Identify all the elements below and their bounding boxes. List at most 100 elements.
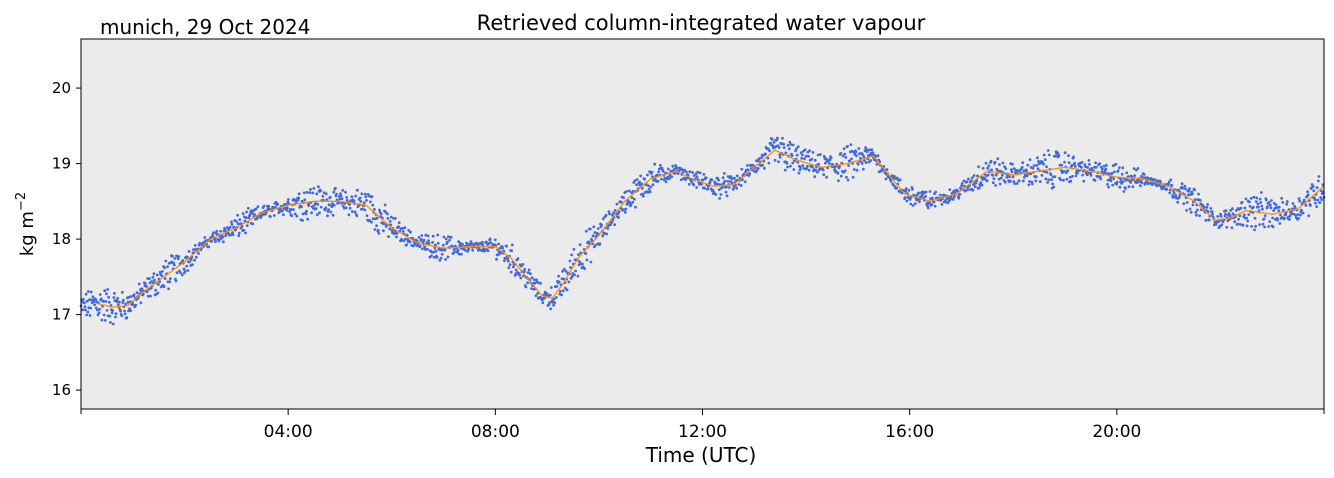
scatter-point bbox=[1259, 191, 1263, 194]
scatter-point bbox=[250, 212, 254, 215]
scatter-point bbox=[423, 245, 427, 249]
scatter-point bbox=[811, 151, 815, 154]
scatter-point bbox=[993, 160, 997, 164]
scatter-point bbox=[1202, 206, 1206, 210]
scatter-point bbox=[1242, 213, 1246, 217]
scatter-point bbox=[564, 269, 568, 273]
scatter-point bbox=[594, 244, 597, 247]
scatter-point bbox=[924, 190, 928, 194]
scatter-point bbox=[1314, 201, 1317, 205]
scatter-point bbox=[246, 206, 250, 210]
scatter-point bbox=[565, 288, 569, 292]
scatter-point bbox=[112, 296, 116, 299]
scatter-point bbox=[635, 183, 638, 187]
scatter-point bbox=[179, 271, 182, 274]
scatter-point bbox=[1098, 175, 1102, 178]
scatter-point bbox=[656, 179, 660, 183]
scatter-point bbox=[909, 202, 913, 206]
scatter-point bbox=[591, 234, 595, 238]
scatter-point bbox=[716, 182, 720, 186]
scatter-point bbox=[648, 170, 651, 174]
y-axis-label: kg m−2 bbox=[14, 192, 38, 256]
scatter-point bbox=[691, 171, 694, 174]
scatter-point bbox=[86, 290, 90, 293]
scatter-point bbox=[1165, 187, 1169, 191]
scatter-point bbox=[1030, 182, 1034, 186]
scatter-point bbox=[1062, 169, 1066, 173]
scatter-point bbox=[631, 189, 635, 193]
scatter-point bbox=[732, 185, 736, 189]
scatter-point bbox=[1256, 202, 1260, 206]
scatter-point bbox=[322, 191, 326, 195]
scatter-point bbox=[1315, 205, 1319, 209]
scatter-point bbox=[1236, 222, 1239, 226]
scatter-point bbox=[113, 291, 116, 295]
scatter-point bbox=[960, 182, 964, 185]
scatter-point bbox=[238, 218, 242, 222]
scatter-point bbox=[510, 249, 514, 253]
scatter-point bbox=[1168, 188, 1172, 192]
scatter-point bbox=[344, 190, 347, 194]
scatter-point bbox=[314, 207, 318, 211]
scatter-point bbox=[791, 143, 795, 147]
scatter-point bbox=[1263, 225, 1266, 229]
scatter-point bbox=[719, 193, 723, 196]
scatter-point bbox=[1211, 213, 1214, 216]
scatter-point bbox=[1114, 162, 1118, 166]
scatter-point bbox=[1050, 178, 1053, 182]
scatter-point bbox=[481, 243, 485, 247]
scatter-point bbox=[681, 168, 684, 172]
scatter-point bbox=[464, 248, 467, 252]
scatter-point bbox=[245, 224, 249, 228]
scatter-point bbox=[1094, 161, 1097, 165]
scatter-point bbox=[327, 208, 330, 212]
scatter-point bbox=[861, 167, 865, 171]
scatter-point bbox=[310, 211, 313, 215]
scatter-point bbox=[486, 249, 490, 253]
scatter-point bbox=[1251, 205, 1255, 209]
scatter-point bbox=[433, 246, 437, 250]
scatter-point bbox=[296, 198, 300, 202]
scatter-point bbox=[1306, 190, 1309, 194]
scatter-point bbox=[444, 258, 447, 261]
scatter-point bbox=[306, 217, 310, 221]
scatter-point bbox=[295, 200, 298, 204]
scatter-point bbox=[1098, 162, 1101, 166]
scatter-point bbox=[576, 274, 580, 278]
scatter-point bbox=[718, 197, 722, 200]
scatter-point bbox=[262, 204, 266, 208]
scatter-point bbox=[162, 285, 166, 288]
scatter-point bbox=[876, 154, 880, 158]
scatter-point bbox=[807, 154, 810, 158]
scatter-point bbox=[1253, 228, 1256, 232]
scatter-point bbox=[496, 253, 500, 257]
scatter-point bbox=[926, 206, 930, 210]
scatter-point bbox=[633, 197, 636, 201]
scatter-point bbox=[1276, 218, 1279, 222]
scatter-point bbox=[661, 169, 665, 173]
scatter-point bbox=[558, 290, 562, 293]
scatter-point bbox=[578, 243, 582, 247]
scatter-point bbox=[584, 252, 588, 256]
x-tick-label: 08:00 bbox=[471, 422, 520, 442]
y-axis-label-exponent: −2 bbox=[14, 192, 29, 211]
scatter-point bbox=[701, 178, 705, 182]
scatter-point bbox=[1146, 182, 1150, 186]
scatter-point bbox=[844, 156, 848, 159]
scatter-point bbox=[404, 237, 407, 241]
scatter-point bbox=[407, 229, 411, 232]
scatter-point bbox=[480, 249, 484, 253]
scatter-point bbox=[865, 150, 869, 154]
scatter-point bbox=[248, 213, 252, 217]
scatter-point bbox=[574, 269, 577, 273]
scatter-point bbox=[83, 301, 86, 305]
scatter-point bbox=[350, 210, 354, 214]
scatter-point bbox=[535, 278, 538, 282]
scatter-point bbox=[825, 175, 828, 179]
scatter-point bbox=[378, 208, 381, 212]
scatter-point bbox=[1060, 163, 1064, 167]
scatter-point bbox=[422, 238, 426, 242]
scatter-point bbox=[460, 252, 463, 256]
scatter-point bbox=[305, 190, 309, 194]
y-tick-label: 16 bbox=[52, 381, 71, 399]
